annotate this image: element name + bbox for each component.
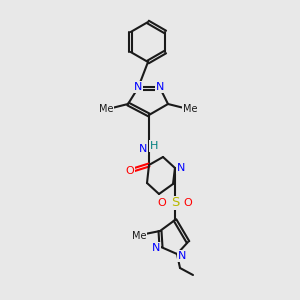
- Text: Me: Me: [99, 104, 113, 114]
- Text: N: N: [152, 243, 160, 253]
- Text: N: N: [139, 144, 147, 154]
- Text: S: S: [171, 196, 179, 209]
- Text: Me: Me: [183, 104, 197, 114]
- Text: Me: Me: [132, 231, 146, 241]
- Text: N: N: [178, 251, 186, 261]
- Text: O: O: [126, 166, 134, 176]
- Text: O: O: [158, 198, 166, 208]
- Text: N: N: [134, 82, 142, 92]
- Text: H: H: [150, 141, 158, 151]
- Text: O: O: [184, 198, 192, 208]
- Text: N: N: [177, 163, 185, 173]
- Text: N: N: [156, 82, 164, 92]
